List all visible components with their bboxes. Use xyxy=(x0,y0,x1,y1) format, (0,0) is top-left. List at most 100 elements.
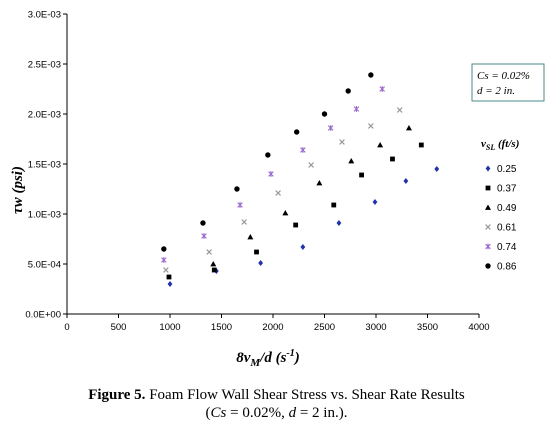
data-point xyxy=(308,162,314,168)
legend-marker xyxy=(485,224,491,230)
legend-title-subscript: SL xyxy=(486,143,495,152)
y-tick-label: 0.0E+00 xyxy=(25,310,61,321)
y-tick-label: 1.0E-03 xyxy=(28,210,61,221)
data-point xyxy=(268,171,274,177)
data-point xyxy=(396,107,403,113)
x-axis-title-rest: /d (s xyxy=(259,350,286,366)
data-point xyxy=(247,234,254,240)
x-tick-label: 2500 xyxy=(314,322,335,333)
data-point xyxy=(359,172,364,178)
legend-title: vSL (ft/s) xyxy=(481,138,519,152)
data-point xyxy=(241,219,247,225)
legend-title-unit: (ft/s) xyxy=(495,138,519,150)
legend-marker xyxy=(485,204,491,210)
data-point xyxy=(403,178,409,184)
data-point xyxy=(368,72,374,78)
condition-note-box xyxy=(471,63,545,102)
x-tick-label: 500 xyxy=(111,322,127,333)
y-tick-label: 2.5E-03 xyxy=(28,60,61,71)
data-points xyxy=(161,72,440,287)
data-point xyxy=(237,202,243,208)
data-point xyxy=(321,111,328,117)
legend-label: 0.61 xyxy=(497,223,517,234)
y-axis-ticks: 0.0E+00 5.0E-04 1.0E-03 1.5E-03 2.0E-03 2.5E-… xyxy=(25,10,67,321)
y-tick-label: 1.5E-03 xyxy=(28,160,61,171)
series-0-74 xyxy=(161,86,385,263)
x-axis-title-superscript: -1 xyxy=(286,348,294,359)
series-0-86 xyxy=(161,72,374,252)
x-axis-title-main: 8v xyxy=(236,350,251,366)
legend-marker xyxy=(485,185,491,191)
series-0-25 xyxy=(167,166,440,287)
data-point xyxy=(336,220,342,226)
y-tick-label: 2.0E-03 xyxy=(28,110,61,121)
legend-item: 0.49 xyxy=(485,203,517,214)
data-point xyxy=(166,274,172,280)
x-axis-title: 8vM/d (s-1) xyxy=(236,348,300,369)
legend-label: 0.49 xyxy=(497,203,517,214)
data-point xyxy=(161,246,167,252)
caption-label: Figure 5. xyxy=(88,387,146,403)
data-point xyxy=(201,233,207,239)
legend-item: 0.86 xyxy=(485,262,517,273)
series-0-37 xyxy=(166,142,424,280)
x-tick-label: 1000 xyxy=(159,322,180,333)
y-axis-title: τw (psi) xyxy=(10,166,26,214)
caption-end: = 2 in.). xyxy=(296,405,348,421)
data-point xyxy=(434,166,440,172)
legend-label: 0.37 xyxy=(497,184,517,195)
caption-line-2: (Cs = 0.02%, d = 2 in.). xyxy=(0,404,553,422)
y-tick-label: 3.0E-03 xyxy=(28,10,61,21)
x-tick-label: 1500 xyxy=(211,322,232,333)
data-point xyxy=(368,123,374,129)
data-point xyxy=(300,244,306,250)
legend-item: 0.74 xyxy=(485,242,517,253)
x-tick-label: 4000 xyxy=(468,322,489,333)
caption-cs: Cs xyxy=(210,405,227,421)
condition-note-line-1: Cs = 0.02% xyxy=(477,70,530,82)
y-tick-label: 5.0E-04 xyxy=(28,260,61,271)
data-point xyxy=(405,125,412,131)
figure-caption: Figure 5. Foam Flow Wall Shear Stress vs… xyxy=(0,386,553,422)
legend-marker xyxy=(485,243,491,250)
data-point xyxy=(234,186,240,192)
data-point xyxy=(163,267,169,273)
condition-note-line-2: d = 2 in. xyxy=(477,85,515,97)
legend-item: 0.61 xyxy=(485,223,517,234)
data-point xyxy=(293,129,300,135)
condition-note: Cs = 0.02% d = 2 in. xyxy=(471,63,545,102)
data-point xyxy=(161,257,167,263)
data-point xyxy=(390,156,395,162)
data-point xyxy=(293,222,299,228)
caption-line-1: Figure 5. Foam Flow Wall Shear Stress vs… xyxy=(0,386,553,404)
legend-marker xyxy=(485,165,491,172)
data-point xyxy=(377,142,384,148)
data-point xyxy=(200,220,206,226)
plot-axes xyxy=(66,14,479,315)
data-point xyxy=(211,267,217,273)
legend-label: 0.74 xyxy=(497,242,517,253)
caption-open: ( xyxy=(205,405,211,421)
data-point xyxy=(206,249,212,255)
legend-item: 0.25 xyxy=(485,164,517,175)
data-point xyxy=(254,249,259,255)
data-point xyxy=(339,139,345,145)
data-point xyxy=(331,202,337,208)
series-0-49 xyxy=(210,125,412,267)
data-point xyxy=(345,88,351,94)
legend: vSL (ft/s) 0.25 0.37 0.49 0.61 0.74 0.86 xyxy=(481,138,519,273)
data-point xyxy=(167,281,173,287)
legend-items: 0.25 0.37 0.49 0.61 0.74 0.86 xyxy=(485,164,517,273)
caption-mid: = 0.02%, xyxy=(226,405,289,421)
x-tick-label: 3500 xyxy=(417,322,438,333)
legend-label: 0.25 xyxy=(497,164,517,175)
x-tick-label: 2000 xyxy=(262,322,283,333)
legend-title-v: v xyxy=(481,138,486,150)
data-point xyxy=(282,210,289,216)
caption-text: Foam Flow Wall Shear Stress vs. Shear Ra… xyxy=(145,387,465,403)
legend-label: 0.86 xyxy=(497,262,517,273)
data-point xyxy=(372,199,378,205)
legend-item: 0.37 xyxy=(485,184,517,195)
data-point xyxy=(258,260,264,266)
